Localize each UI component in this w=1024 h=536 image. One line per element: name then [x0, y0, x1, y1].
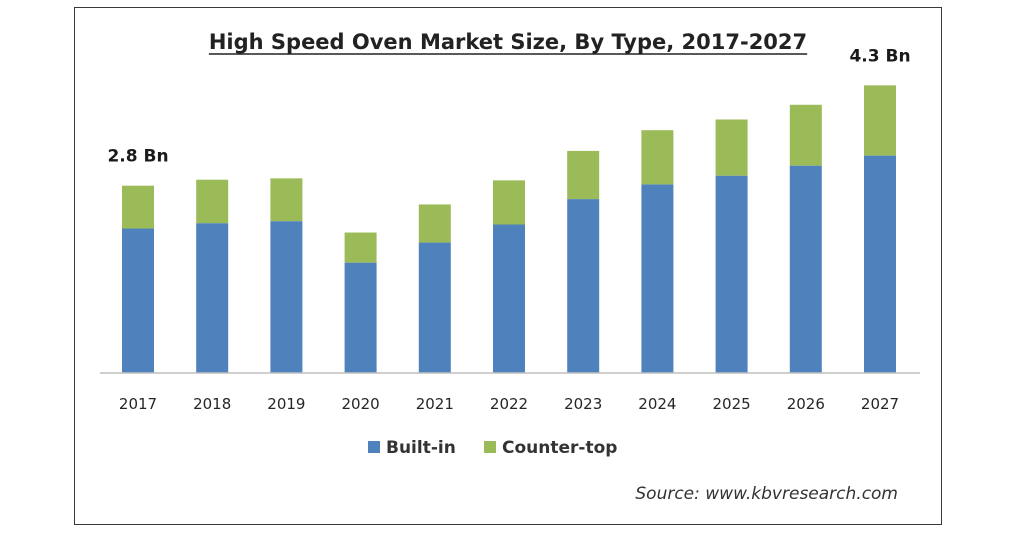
legend-label-built-in: Built-in [386, 438, 456, 458]
source-note: Source: www.kbvresearch.com [635, 484, 898, 504]
bars-group [122, 85, 896, 373]
chart-title: High Speed Oven Market Size, By Type, 20… [209, 30, 807, 54]
x-tick-label-2020: 2020 [342, 395, 380, 413]
bar-counter-top-2024 [641, 130, 674, 185]
legend-swatch-built-in [368, 441, 380, 453]
bar-built-in-2019 [270, 221, 303, 373]
x-tick-label-2021: 2021 [416, 395, 454, 413]
bar-counter-top-2023 [567, 150, 600, 200]
x-tick-label-2019: 2019 [267, 395, 305, 413]
x-tick-label-2025: 2025 [713, 395, 751, 413]
annotation-2027: 4.3 Bn [849, 46, 910, 66]
legend-label-counter-top: Counter-top [502, 438, 617, 458]
bar-built-in-2024 [641, 184, 674, 373]
annotation-2017: 2.8 Bn [107, 147, 168, 167]
x-tick-label-2022: 2022 [490, 395, 528, 413]
bar-built-in-2018 [196, 223, 229, 373]
legend: Built-in Counter-top [368, 438, 617, 458]
bar-built-in-2025 [715, 175, 748, 373]
bar-built-in-2026 [789, 165, 822, 373]
x-tick-label-2026: 2026 [787, 395, 825, 413]
bar-counter-top-2022 [493, 180, 525, 225]
bar-counter-top-2018 [196, 179, 229, 224]
value-annotations: 2.8 Bn 4.3 Bn [107, 46, 910, 166]
x-tick-label-2017: 2017 [119, 395, 157, 413]
bar-built-in-2022 [493, 224, 525, 373]
x-tick-label-2018: 2018 [193, 395, 231, 413]
bar-counter-top-2021 [418, 204, 451, 243]
x-tick-label-2027: 2027 [861, 395, 899, 413]
bar-counter-top-2020 [344, 232, 377, 263]
bar-built-in-2017 [122, 228, 154, 373]
x-tick-labels: 2017 2018 2019 2020 2021 2022 2023 2024 2025 2026… [119, 395, 899, 413]
bar-counter-top-2025 [715, 119, 748, 176]
bar-counter-top-2027 [864, 85, 896, 156]
bar-counter-top-2026 [789, 104, 822, 166]
bar-built-in-2021 [418, 242, 451, 373]
bar-built-in-2023 [567, 199, 600, 373]
x-tick-label-2024: 2024 [638, 395, 676, 413]
bar-counter-top-2019 [270, 178, 303, 222]
legend-swatch-counter-top [484, 441, 496, 453]
bar-built-in-2027 [864, 155, 896, 373]
x-tick-label-2023: 2023 [564, 395, 602, 413]
bar-counter-top-2017 [122, 185, 154, 229]
bar-built-in-2020 [344, 262, 377, 373]
